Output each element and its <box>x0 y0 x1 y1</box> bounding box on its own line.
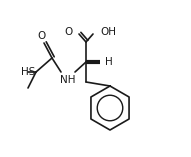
Text: OH: OH <box>100 27 116 37</box>
Text: H: H <box>105 57 113 67</box>
Text: HS: HS <box>21 67 35 77</box>
Text: O: O <box>65 27 73 37</box>
Text: NH: NH <box>60 75 76 85</box>
Text: O: O <box>38 31 46 41</box>
